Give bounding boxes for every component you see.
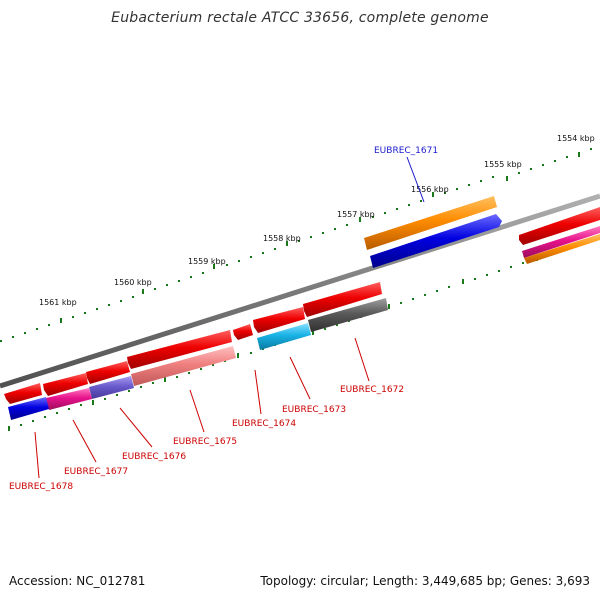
scale-label-1554: 1554 kbp: [557, 134, 595, 143]
callout-line-1676: [119, 407, 153, 448]
callout-line-1677: [72, 419, 97, 463]
gene-red-3[interactable]: [233, 324, 253, 340]
callout-line-1678: [34, 431, 40, 479]
genome-summary-text: Topology: circular; Length: 3,449,685 bp…: [260, 574, 590, 588]
gene-red-4[interactable]: [127, 330, 232, 369]
gene-label-1676[interactable]: EUBREC_1676: [122, 452, 186, 462]
scale-label-1555: 1555 kbp: [484, 160, 522, 169]
gene-cyan[interactable]: [257, 323, 311, 350]
gene-red-right-top[interactable]: [519, 207, 600, 245]
gene-red-5[interactable]: [86, 361, 130, 384]
scale-label-1561: 1561 kbp: [39, 298, 77, 307]
callout-line-1672: [354, 337, 370, 382]
scale-label-1556: 1556 kbp: [411, 185, 449, 194]
gene-purple[interactable]: [89, 376, 134, 399]
gene-red-6[interactable]: [43, 373, 88, 396]
gene-red-1[interactable]: [303, 282, 382, 317]
scale-label-1560: 1560 kbp: [114, 278, 152, 287]
genome-title: Eubacterium rectale ATCC 33656, complete…: [111, 10, 489, 26]
outer-scale-ticks: [0, 148, 592, 342]
callout-line-1671: [406, 156, 425, 203]
callout-line-1675: [189, 389, 205, 433]
gene-orange-forward[interactable]: [364, 196, 497, 250]
gene-label-1671[interactable]: EUBREC_1671: [374, 146, 438, 156]
scale-label-1557: 1557 kbp: [337, 210, 375, 219]
gene-red-2[interactable]: [253, 307, 305, 333]
gene-orange-right[interactable]: [524, 234, 600, 264]
gene-magenta-right[interactable]: [522, 226, 600, 258]
gene-red-7[interactable]: [4, 383, 42, 404]
gene-label-1672[interactable]: EUBREC_1672: [340, 385, 404, 395]
scale-label-1558: 1558 kbp: [263, 234, 301, 243]
gene-blue-forward[interactable]: [370, 214, 502, 268]
accession-text: Accession: NC_012781: [9, 574, 146, 588]
genome-backbone: [0, 193, 600, 389]
gene-label-1675[interactable]: EUBREC_1675: [173, 437, 237, 447]
gene-label-1673[interactable]: EUBREC_1673: [282, 405, 346, 415]
gene-salmon[interactable]: [131, 346, 236, 386]
gene-label-1677[interactable]: EUBREC_1677: [64, 467, 128, 477]
gene-label-1678[interactable]: EUBREC_1678: [9, 482, 73, 492]
gene-blue[interactable]: [8, 397, 49, 420]
scale-label-1559: 1559 kbp: [188, 257, 226, 266]
callout-line-1674: [254, 369, 262, 415]
gene-label-1674[interactable]: EUBREC_1674: [232, 419, 296, 429]
gene-gray[interactable]: [308, 298, 388, 332]
callout-line-1673: [289, 356, 311, 400]
gene-magenta[interactable]: [46, 388, 92, 410]
